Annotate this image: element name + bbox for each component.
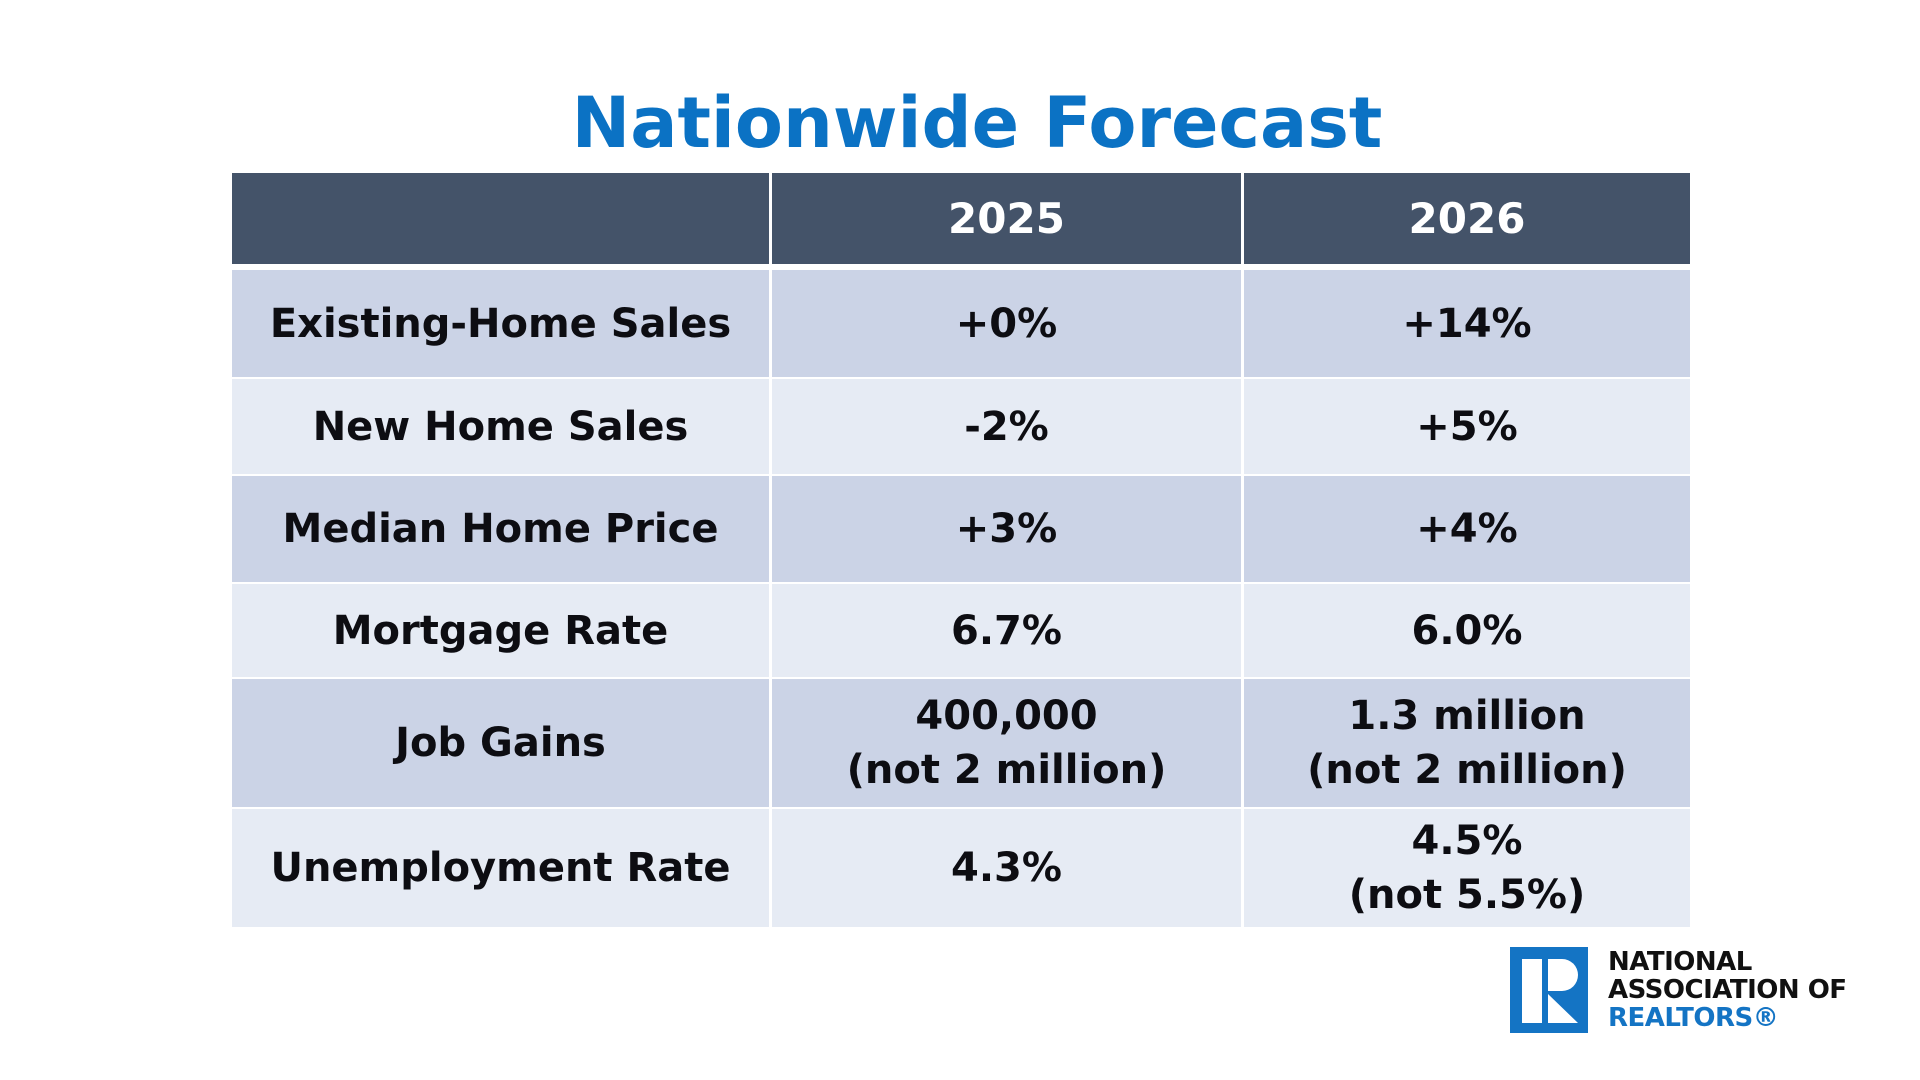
- cell-line: +4%: [1416, 506, 1518, 552]
- page-title: Nationwide Forecast: [571, 82, 1383, 164]
- value-2026: 1.3 million (not 2 million): [1244, 679, 1690, 807]
- header-cell-label: [232, 173, 769, 264]
- cell-line: (not 2 million): [846, 747, 1167, 793]
- cell-line: +14%: [1402, 300, 1532, 347]
- value-2026: 6.0%: [1244, 584, 1690, 677]
- value-2026: +5%: [1244, 379, 1690, 474]
- cell-line: +3%: [955, 506, 1058, 552]
- nar-logo: NATIONAL ASSOCIATION OF REALTORS®: [1510, 946, 1847, 1034]
- header-cell-2026: 2026: [1244, 173, 1690, 264]
- table-row: Median Home Price +3% +4%: [232, 476, 1690, 582]
- cell-line: 6.7%: [951, 607, 1062, 654]
- value-2025: 400,000 (not 2 million): [772, 679, 1241, 807]
- row-label: Median Home Price: [232, 476, 769, 582]
- cell-line: 6.0%: [1411, 607, 1523, 654]
- value-2026: +14%: [1244, 270, 1690, 377]
- realtor-r-icon: [1510, 947, 1588, 1033]
- table-row: New Home Sales -2% +5%: [232, 379, 1690, 474]
- row-label: Job Gains: [232, 679, 769, 807]
- table-row: Unemployment Rate 4.3% 4.5% (not 5.5%): [232, 809, 1690, 927]
- cell-line: 1.3 million: [1348, 693, 1586, 739]
- value-2025: 6.7%: [772, 584, 1241, 677]
- header-cell-2025: 2025: [772, 173, 1241, 264]
- table-row: Existing-Home Sales +0% +14%: [232, 270, 1690, 377]
- cell-line: (not 5.5%): [1348, 872, 1586, 918]
- value-2025: +0%: [772, 270, 1241, 377]
- cell-line: +0%: [955, 300, 1058, 347]
- logo-line-association: ASSOCIATION OF: [1608, 975, 1847, 1005]
- row-label: Unemployment Rate: [232, 809, 769, 927]
- table-row: Mortgage Rate 6.7% 6.0%: [232, 584, 1690, 677]
- cell-line: +5%: [1416, 403, 1518, 450]
- cell-line: (not 2 million): [1307, 747, 1627, 793]
- cell-line: 400,000: [915, 693, 1098, 739]
- cell-line: -2%: [964, 403, 1049, 450]
- value-2025: +3%: [772, 476, 1241, 582]
- cell-line: 4.5%: [1411, 818, 1523, 864]
- table-header-row: 2025 2026: [232, 173, 1690, 264]
- value-2025: -2%: [772, 379, 1241, 474]
- value-2025: 4.3%: [772, 809, 1241, 927]
- logo-line-realtors: REALTORS®: [1608, 1003, 1779, 1033]
- logo-wordmark: NATIONAL ASSOCIATION OF REALTORS®: [1608, 948, 1847, 1032]
- cell-line: 4.3%: [951, 845, 1062, 891]
- value-2026: +4%: [1244, 476, 1690, 582]
- value-2026: 4.5% (not 5.5%): [1244, 809, 1690, 927]
- row-label: New Home Sales: [232, 379, 769, 474]
- row-label: Existing-Home Sales: [232, 270, 769, 377]
- row-label: Mortgage Rate: [232, 584, 769, 677]
- table-row: Job Gains 400,000 (not 2 million) 1.3 milli…: [232, 679, 1690, 807]
- logo-line-national: NATIONAL: [1608, 947, 1752, 977]
- forecast-table: 2025 2026 Existing-Home Sales +0% +14% New …: [232, 173, 1690, 927]
